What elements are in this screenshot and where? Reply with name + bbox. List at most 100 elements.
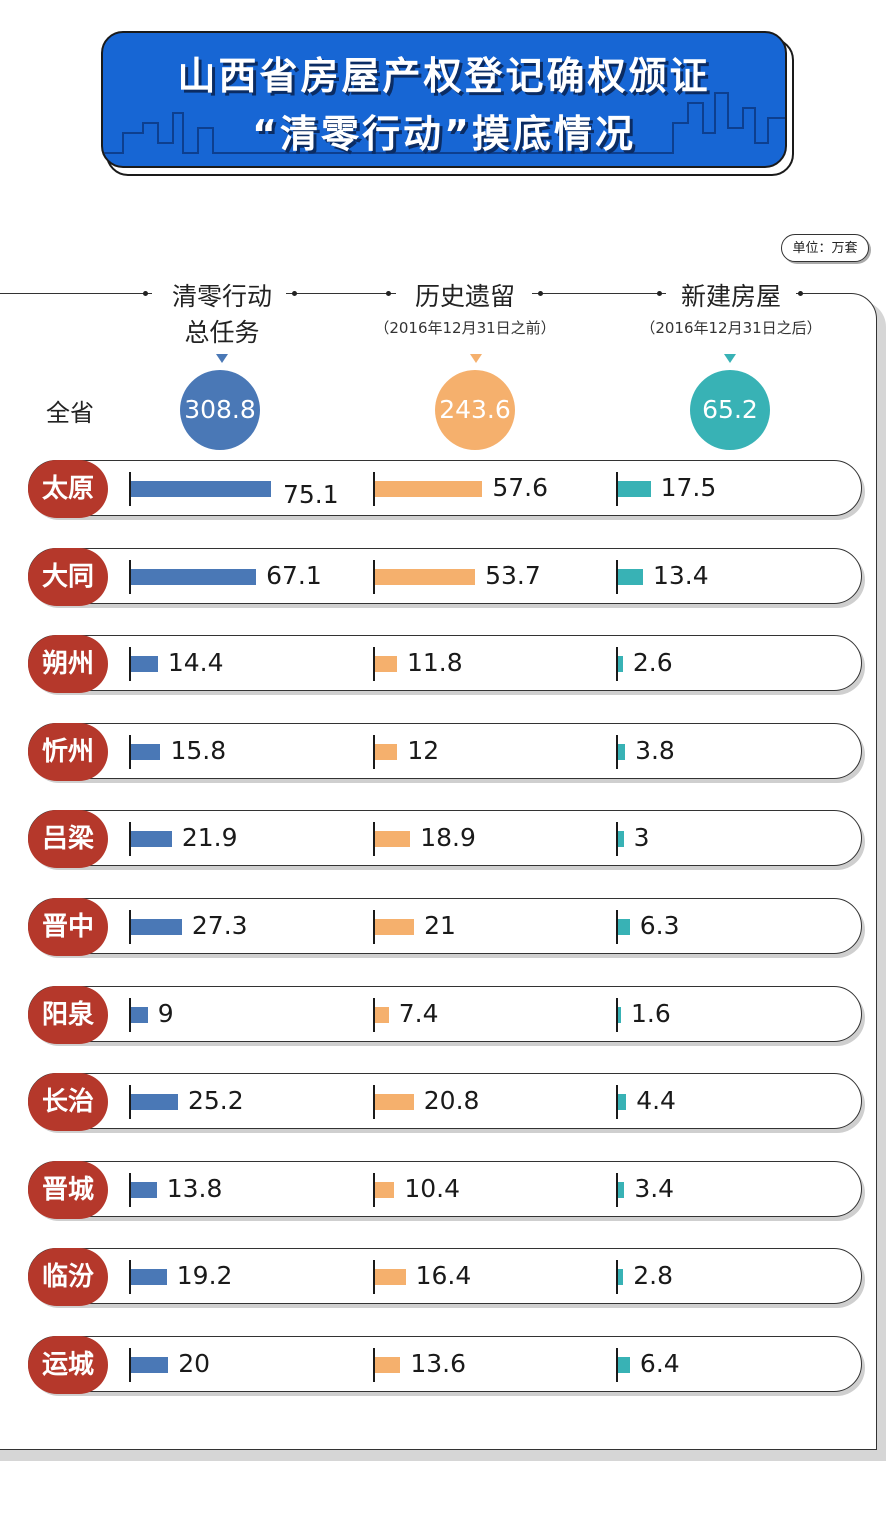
row-background — [28, 1160, 862, 1217]
city-label: 太原 — [28, 460, 108, 518]
row-background — [28, 635, 862, 692]
history-marker-triangle — [470, 354, 482, 363]
history-value-label: 53.7 — [485, 560, 541, 590]
history-axis-line — [373, 1172, 375, 1207]
total-axis-line — [129, 910, 131, 944]
history-value-label: 57.6 — [492, 473, 549, 502]
new-bar — [618, 919, 630, 935]
column-subtitle-new: （2016年12月31日之后） — [640, 319, 822, 337]
history-axis-line — [373, 822, 375, 857]
history-axis-line — [373, 997, 375, 1032]
history-axis-line — [373, 1348, 375, 1382]
new-axis-line — [616, 1085, 618, 1120]
history-axis-line — [373, 559, 375, 594]
total-value-label: 14.4 — [167, 648, 224, 678]
total-value-label: 67.1 — [266, 560, 322, 590]
city-row: 吕梁 21.9 18.9 3 — [28, 810, 864, 869]
total-bar — [131, 919, 182, 935]
new-axis-line — [616, 910, 618, 944]
province-history-circle: 243.6 — [435, 370, 515, 450]
new-bar — [618, 1094, 627, 1111]
header-gap — [152, 270, 286, 310]
total-value-label: 21.9 — [181, 823, 238, 853]
history-value-label: 11.8 — [406, 648, 463, 678]
column-title-history: 历史遗留 — [414, 282, 515, 311]
total-value-label: 75.1 — [283, 480, 339, 509]
total-value-label: 19.2 — [176, 1261, 233, 1291]
total-value-label: 9 — [157, 998, 174, 1028]
header-dot — [657, 291, 662, 296]
city-label: 吕梁 — [28, 810, 108, 869]
new-value-label: 13.4 — [652, 560, 709, 590]
history-axis-line — [373, 472, 375, 506]
city-row: 太原 75.1 57.6 17.5 — [28, 460, 864, 518]
total-value-label: 15.8 — [170, 735, 227, 765]
header-dot — [292, 291, 297, 296]
history-value-label: 16.4 — [415, 1261, 472, 1291]
total-bar — [131, 743, 161, 760]
header-dot — [798, 291, 803, 296]
history-axis-line — [373, 734, 375, 769]
total-axis-line — [129, 647, 131, 682]
new-axis-line — [616, 472, 618, 506]
city-row: 晋中 27.3 21 6.3 — [28, 898, 864, 956]
new-axis-line — [616, 647, 618, 682]
new-axis-line — [616, 559, 618, 594]
city-row: 大同 67.1 53.7 13.4 — [28, 547, 864, 606]
history-bar — [375, 1269, 406, 1286]
history-bar — [375, 1006, 389, 1023]
total-axis-line — [129, 1085, 131, 1120]
province-label: 全省 — [46, 399, 94, 427]
column-title-new: 新建房屋 — [680, 282, 781, 311]
city-label: 临汾 — [28, 1248, 108, 1307]
banner-title-line-1: 山西省房屋产权登记确权颁证 — [177, 54, 711, 98]
new-axis-line — [616, 734, 618, 769]
title-banner: 山西省房屋产权登记确权颁证 “清零行动”摸底情况 — [101, 31, 787, 168]
total-value-label: 13.8 — [166, 1173, 223, 1203]
city-row: 忻州 15.8 12 3.8 — [28, 722, 864, 781]
history-bar — [375, 743, 398, 760]
total-marker-triangle — [216, 354, 228, 363]
total-bar — [131, 1357, 169, 1373]
total-bar — [131, 1181, 157, 1198]
new-value-label: 17.5 — [660, 473, 717, 502]
history-bar — [375, 919, 415, 935]
history-bar — [375, 1094, 414, 1111]
city-label: 大同 — [28, 547, 108, 606]
total-axis-line — [129, 997, 131, 1032]
total-axis-line — [129, 472, 131, 506]
row-background — [28, 985, 862, 1042]
history-value-label: 18.9 — [420, 823, 476, 853]
new-value-label: 2.8 — [633, 1261, 673, 1291]
history-bar — [375, 481, 483, 497]
new-axis-line — [616, 1172, 618, 1207]
banner-title-line-2: “清零行动”摸底情况 — [252, 112, 636, 156]
new-axis-line — [616, 1348, 618, 1382]
new-bar — [618, 481, 651, 497]
total-bar — [131, 481, 271, 497]
city-row: 晋城 13.8 10.4 3.4 — [28, 1160, 864, 1219]
history-bar — [375, 1181, 395, 1198]
total-bar — [131, 568, 257, 585]
row-background — [28, 1336, 862, 1392]
city-row: 阳泉 9 7.4 1.6 — [28, 985, 864, 1044]
new-bar — [618, 1357, 630, 1373]
new-value-label: 4.4 — [636, 1086, 676, 1116]
total-value-label: 25.2 — [187, 1086, 244, 1116]
city-row: 运城 20 13.6 6.4 — [28, 1336, 864, 1394]
history-axis-line — [373, 647, 375, 682]
new-bar — [618, 1181, 625, 1198]
row-background — [28, 722, 862, 779]
history-bar — [375, 1357, 401, 1373]
new-axis-line — [616, 1260, 618, 1295]
total-bar — [131, 1094, 178, 1111]
total-value-label: 27.3 — [191, 911, 248, 940]
row-background — [28, 1248, 862, 1305]
city-label: 阳泉 — [28, 985, 108, 1044]
history-value-label: 13.6 — [410, 1349, 467, 1378]
history-axis-line — [373, 1260, 375, 1295]
city-label: 晋中 — [28, 898, 108, 956]
new-marker-triangle — [724, 354, 736, 363]
total-bar — [131, 1006, 148, 1023]
city-row: 朔州 14.4 11.8 2.6 — [28, 635, 864, 694]
